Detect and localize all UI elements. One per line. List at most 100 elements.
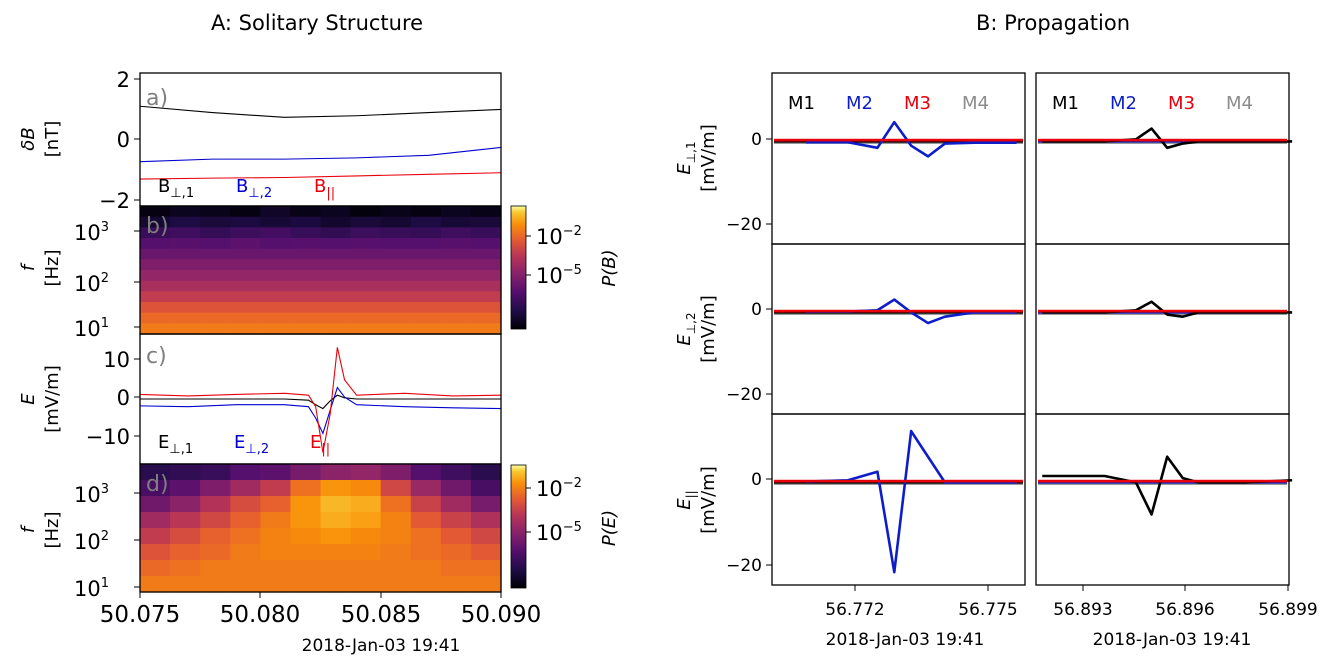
spectrogram-b-cell: [200, 280, 231, 292]
spectrogram-b-cell: [320, 248, 352, 260]
spectrogram-b-cell: [230, 206, 261, 218]
spectrogram-b-cell: [440, 238, 472, 250]
spectrogram-b-cell: [170, 227, 201, 239]
svg-text:50.090: 50.090: [461, 602, 541, 628]
title-right: B: Propagation: [976, 11, 1130, 35]
svg-text:E||: E||: [310, 432, 330, 457]
svg-text:102: 102: [74, 271, 109, 296]
spectrogram-b-cell: [260, 259, 292, 271]
spectrogram-d-cell: [230, 528, 261, 545]
spectrogram-b-cell: [200, 291, 231, 303]
svg-text:M4: M4: [962, 93, 989, 114]
svg-text:M1: M1: [788, 93, 815, 114]
svg-text:f: f: [18, 262, 39, 271]
spectrogram-b-cell: [260, 227, 292, 239]
spectrogram-b-cell: [440, 206, 472, 218]
spectrogram-d-cell: [200, 560, 231, 577]
spectrogram-b-cell: [440, 323, 472, 335]
spectrogram-b-cell: [290, 302, 322, 314]
spectrogram-d-cell: [320, 464, 352, 481]
spectrogram-d-cell: [350, 480, 382, 497]
svg-text:[Hz]: [Hz]: [42, 249, 63, 286]
svg-text:[nT]: [nT]: [42, 121, 63, 157]
spectrogram-d-cell: [170, 480, 201, 497]
panel-a-tag: a): [146, 86, 168, 111]
cbar-b: [510, 205, 527, 330]
spectrogram-d-cell: [410, 560, 442, 577]
spectrogram-b-cell: [350, 312, 382, 324]
spectrogram-b-cell: [230, 323, 261, 335]
spectrogram-d-cell: [320, 560, 352, 577]
spectrogram-d-cell: [350, 576, 382, 593]
spectrogram-b-cell: [260, 312, 292, 324]
cbar-d-label: P(E): [599, 510, 620, 546]
panelB-ylabel-1: E⊥,1 [mV/m]: [674, 124, 719, 192]
spectrogram-b-cell: [260, 238, 292, 250]
svg-text:101: 101: [74, 316, 109, 341]
spectrogram-b-cell: [290, 291, 322, 303]
spectrogram-d-cell: [260, 560, 292, 577]
spectrogram-d-cell: [380, 560, 412, 577]
spectrogram-b-cell: [290, 227, 322, 239]
spectrogram-d-cell: [200, 576, 231, 593]
trace-M1-right: [1042, 455, 1293, 516]
spectrogram-d-cell: [260, 512, 292, 529]
spectrogram-d-cell: [230, 576, 261, 593]
spectrogram-b-cell: [350, 291, 382, 303]
spectrogram-b-cell: [380, 259, 412, 271]
panelB-ylabel-2: E⊥,2 [mV/m]: [674, 295, 719, 363]
spectrogram-b-cell: [170, 291, 201, 303]
spectrogram-b-cell: [230, 312, 261, 324]
spectrogram-b-cell: [470, 227, 502, 239]
cbar-b-ticks: 10−2 10−5: [526, 224, 582, 288]
spectrogram-d-cell: [140, 528, 171, 545]
spectrogram-d-cell: [440, 496, 472, 513]
spectrogram-d-cell: [470, 528, 502, 545]
spectrogram-d-cell: [470, 480, 502, 497]
spectrogram-b-cell: [140, 280, 171, 292]
spectrogram-b-cell: [230, 248, 261, 260]
svg-text:[mV/m]: [mV/m]: [698, 124, 719, 192]
spectrogram-b-cell: [170, 270, 201, 282]
spectrogram-b-cell: [410, 238, 442, 250]
spectrogram-d-cell: [410, 496, 442, 513]
cbar-d-ticks: 10−2 10−5: [526, 476, 582, 545]
panel-B: [774, 120, 1293, 574]
spectrogram-b-cell: [410, 291, 442, 303]
svg-text:56.899: 56.899: [1258, 600, 1317, 620]
spectrogram-b-cell: [170, 206, 201, 218]
panel-c: c) 10 0 −10 E [mV/m] E⊥,1 E⊥,2 E||: [18, 333, 502, 465]
spectrogram-b-cell: [320, 206, 352, 218]
spectrogram-d-cell: [290, 544, 322, 561]
spectrogram-d-cell: [200, 480, 231, 497]
spectrogram-b-cell: [410, 302, 442, 314]
spectrogram-b-cell: [320, 227, 352, 239]
spectrogram-d-cell: [200, 464, 231, 481]
panel-b: b) 103 102 101 f [Hz] 10−2 10−5 P(B): [18, 205, 620, 341]
spectrogram-b-cell: [260, 280, 292, 292]
title-left: A: Solitary Structure: [211, 11, 423, 35]
panel-b-tag: b): [146, 214, 169, 239]
spectrogram-b-cell: [410, 248, 442, 260]
panel-d-frame: [139, 463, 502, 593]
series-b-perp1: [139, 105, 502, 118]
svg-text:B⊥,2: B⊥,2: [236, 176, 272, 201]
panelA-xaxis: 50.075 50.080 50.085 50.090 2018-Jan-03 …: [100, 592, 541, 656]
svg-text:−20: −20: [726, 385, 762, 405]
svg-text:[mV/m]: [mV/m]: [698, 466, 719, 534]
d-ylabel: f [Hz]: [18, 511, 63, 548]
spectrogram-d-cell: [200, 512, 231, 529]
spectrogram-d-cell: [290, 480, 322, 497]
spectrogram-b-cell: [140, 302, 171, 314]
panel-b-yticks: 103 102 101: [74, 220, 140, 341]
spectrogram-d-cell: [290, 464, 322, 481]
spectrogram-b-cell: [320, 302, 352, 314]
svg-text:103: 103: [74, 220, 109, 245]
spectrogram-d-cell: [260, 496, 292, 513]
spectrogram-b-cell: [290, 312, 322, 324]
spectrogram-b-cell: [350, 302, 382, 314]
spectrogram-b-cell: [380, 216, 412, 228]
panelB-xaxis-right: 56.893 56.896 56.899 2018-Jan-03 19:41: [1053, 585, 1318, 650]
spectrogram-b-cell: [230, 302, 261, 314]
